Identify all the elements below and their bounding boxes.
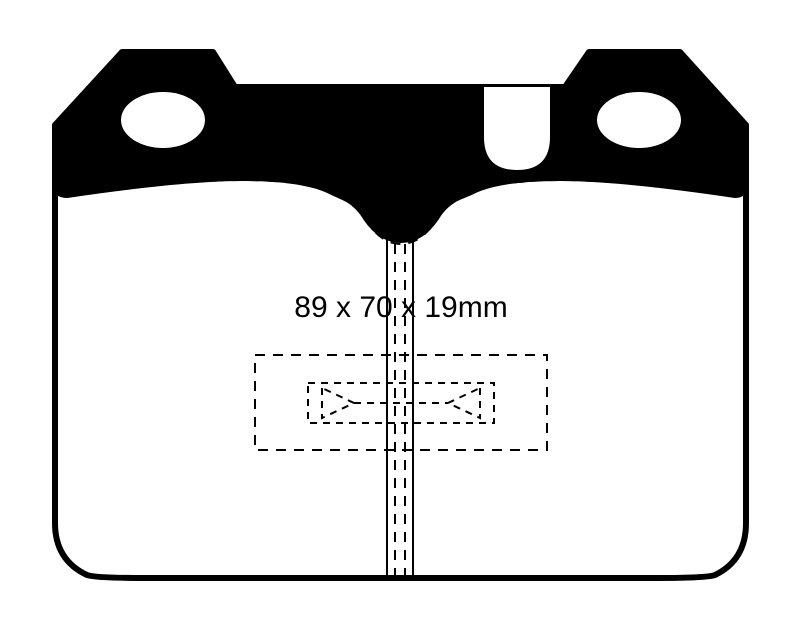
shim-inner-rect-dashed: [308, 383, 494, 423]
mounting-hole-right: [597, 92, 681, 148]
dimension-label: 89 x 70 x 19mm: [294, 291, 507, 325]
mounting-hole-left: [121, 92, 205, 148]
diagram-stage: 89 x 70 x 19mm: [0, 0, 802, 633]
bowtie-left-dashed: [322, 388, 354, 418]
bowtie-right-dashed: [448, 388, 480, 418]
shim-rect-dashed: [255, 355, 547, 450]
sensor-slot: [484, 87, 550, 170]
